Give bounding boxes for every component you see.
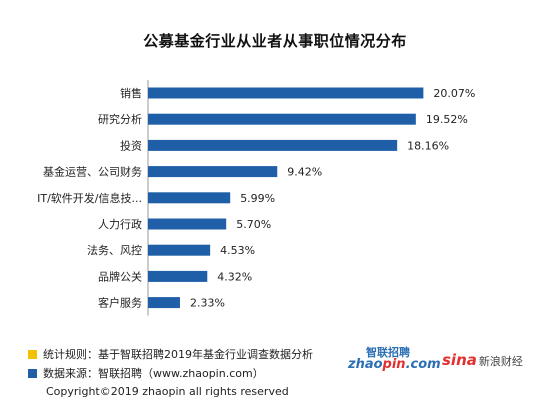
value-label: 18.16% — [407, 139, 449, 152]
zhaopin-logo: 智联招聘 zhaopin.com — [348, 344, 441, 384]
stat-rule-note: 统计规则：基于智联招聘2019年基金行业调查数据分析 — [28, 346, 313, 362]
category-label: 基金运营、公司财务 — [43, 165, 142, 179]
bar — [148, 270, 208, 282]
sina-logo-mark: sina — [442, 351, 477, 369]
value-label: 20.07% — [433, 87, 475, 100]
bar — [148, 87, 424, 99]
sina-logo-text: 新浪财经 — [478, 355, 523, 368]
value-label: 9.42% — [287, 166, 322, 179]
zhaopin-logo-en: zhaopin.com — [348, 357, 441, 372]
category-label: 销售 — [120, 86, 142, 100]
bar-chart: 销售 20.07% 研究分析 19.52% 投资 18.16% 基金运营、公司财务 9.42%… — [37, 80, 475, 316]
category-label: 品牌公关 — [98, 269, 142, 283]
value-label: 2.33% — [190, 297, 225, 310]
value-label: 5.99% — [240, 192, 275, 205]
data-source-text: 数据来源：智联招聘（www.zhaopin.com） — [43, 367, 264, 380]
stat-rule-text: 统计规则：基于智联招聘2019年基金行业调查数据分析 — [43, 348, 313, 361]
value-label: 19.52% — [426, 113, 468, 126]
category-label: 客户服务 — [98, 296, 142, 310]
category-label: IT/软件开发/信息技... — [37, 191, 142, 205]
bar — [148, 113, 416, 125]
bar — [148, 297, 180, 309]
bar — [148, 244, 211, 256]
category-label: 研究分析 — [98, 112, 142, 126]
value-label: 4.32% — [217, 270, 252, 283]
source-legend-square — [28, 369, 37, 378]
copyright-text: Copyright©2019 zhaopin all rights reserv… — [46, 385, 289, 398]
value-label: 4.53% — [220, 244, 255, 257]
rule-legend-square — [28, 350, 37, 359]
bar — [148, 218, 227, 230]
sina-finance-logo: sina 新浪财经 — [442, 350, 523, 376]
bar — [148, 139, 398, 151]
zhaopin-logo-cn: 智联招聘 — [366, 346, 410, 359]
category-label: 投资 — [120, 138, 142, 152]
bar — [148, 166, 278, 178]
category-label: 法务、风控 — [87, 243, 142, 257]
data-source-note: 数据来源：智联招聘（www.zhaopin.com） — [28, 365, 264, 381]
bar — [148, 192, 231, 204]
category-label: 人力行政 — [98, 217, 142, 231]
chart-title: 公募基金行业从业者从事职位情况分布 — [143, 32, 407, 50]
value-label: 5.70% — [236, 218, 271, 231]
